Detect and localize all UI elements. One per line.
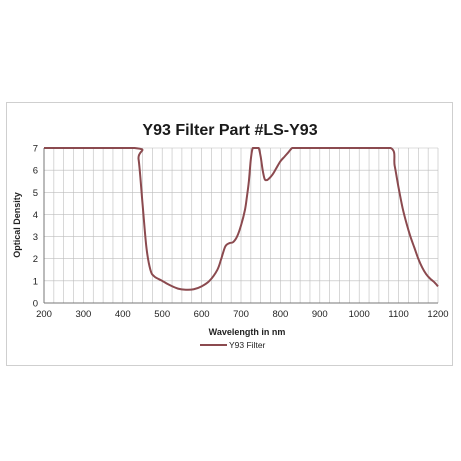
x-tick-label: 700	[233, 309, 249, 320]
x-tick-label: 1000	[349, 309, 370, 320]
legend: Y93 Filter	[200, 340, 266, 350]
grid-lines	[43, 147, 439, 304]
x-tick-label: 400	[115, 309, 131, 320]
x-tick-label: 1100	[388, 309, 408, 320]
chart-frame: Y93 Filter Part #LS-Y93 200 300 400 500 600 7…	[6, 102, 453, 366]
x-tick-label: 900	[312, 309, 328, 320]
x-tick-label: 500	[154, 309, 170, 320]
y-tick-label: 7	[33, 144, 38, 155]
chart-title: Y93 Filter Part #LS-Y93	[142, 122, 317, 139]
y-tick-label: 3	[33, 232, 38, 243]
y-axis-label: Optical Density	[12, 192, 22, 258]
series-layer	[44, 147, 439, 291]
x-axis-label: Wavelength in nm	[209, 327, 286, 337]
y-tick-label: 1	[33, 276, 38, 287]
y-tick-label: 4	[33, 210, 38, 221]
x-tick-label: 600	[194, 309, 210, 320]
x-tick-label: 300	[75, 309, 91, 320]
series-line-y93-filter	[44, 147, 439, 291]
legend-label: Y93 Filter	[229, 340, 266, 350]
tick-labels: 200 300 400 500 600 700 800 900 1000 1100 1200 0 1 2 3…	[33, 144, 449, 321]
axes	[43, 148, 438, 304]
y-tick-label: 6	[33, 166, 38, 177]
x-tick-label: 1200	[427, 309, 448, 320]
y-tick-label: 2	[33, 254, 38, 265]
y-tick-label: 0	[33, 299, 38, 310]
y-tick-label: 5	[33, 188, 38, 199]
chart-svg: Y93 Filter Part #LS-Y93 200 300 400 500 600 7…	[12, 122, 449, 350]
x-tick-label: 800	[272, 309, 288, 320]
x-tick-label: 200	[36, 309, 52, 320]
